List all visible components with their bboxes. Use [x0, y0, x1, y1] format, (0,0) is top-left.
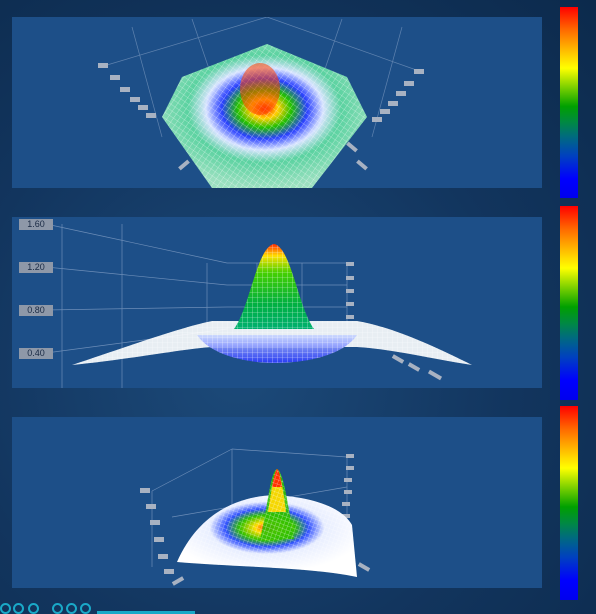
view-icon[interactable]	[66, 603, 77, 614]
rotate-icon[interactable]	[0, 603, 11, 614]
reset-icon[interactable]	[52, 603, 63, 614]
z-tick-label: 1.60	[19, 219, 53, 230]
surface-plot-perspective	[140, 448, 371, 586]
settings-icon[interactable]	[80, 603, 91, 614]
z-tick-label: 0.80	[19, 305, 53, 316]
colorbar-top	[560, 7, 578, 198]
surface-plot-top	[98, 17, 424, 188]
toolbar	[0, 603, 200, 614]
plot-panel-top[interactable]	[12, 17, 542, 188]
colorbar-perspective	[560, 406, 578, 600]
surface-plot-front	[45, 223, 472, 388]
z-tick-label: 1.20	[19, 262, 53, 273]
progress-bar	[97, 611, 195, 614]
pan-icon[interactable]	[28, 603, 39, 614]
plot-panel-front[interactable]: 1.60 1.20 0.80 0.40	[12, 217, 542, 388]
zoom-icon[interactable]	[13, 603, 24, 614]
colorbar-front	[560, 206, 578, 400]
plot-panel-perspective[interactable]	[12, 417, 542, 588]
z-tick-label: 0.40	[19, 348, 53, 359]
